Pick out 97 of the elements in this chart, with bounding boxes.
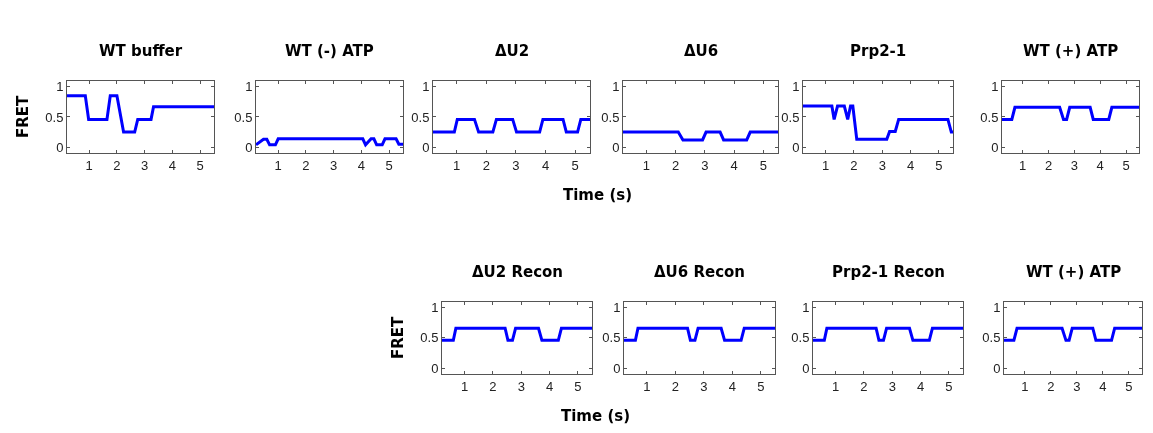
x-tick-label: 3	[1073, 378, 1081, 394]
x-tick-label: 4	[916, 378, 925, 394]
y-tick-label: 0	[993, 360, 1001, 376]
y-tick-label: 1	[613, 300, 621, 316]
x-tick-label: 2	[860, 378, 868, 394]
x-tick-label: 3	[512, 157, 520, 173]
y-tick-label: 0.5	[781, 109, 800, 125]
line-series	[256, 137, 403, 147]
x-tick-label: 2	[672, 157, 680, 173]
x-tick-label: 2	[489, 378, 497, 394]
x-tick-label: 3	[700, 378, 708, 394]
y-tick-label: 1	[991, 79, 999, 95]
x-tick-label: 4	[541, 157, 550, 173]
y-tick-label: 0	[991, 139, 999, 155]
chart-title: WT (-) ATP	[285, 42, 374, 60]
chart-title: ΔU6	[684, 42, 719, 60]
y-tick-label: 0.5	[982, 330, 1001, 346]
x-tick-label: 5	[757, 378, 765, 394]
x-tick-label: 5	[574, 378, 582, 394]
x-tick-label: 3	[701, 157, 709, 173]
x-tick-label: 1	[461, 378, 469, 394]
x-tick-label: 4	[906, 157, 915, 173]
x-tick-label: 5	[571, 157, 579, 173]
line-series	[803, 104, 953, 141]
chart-title: WT (+) ATP	[1023, 42, 1119, 60]
y-tick-label: 0.5	[791, 330, 810, 346]
y-tick-label: 1	[993, 300, 1001, 316]
x-tick-label: 5	[759, 157, 767, 173]
x-tick-label: 1	[832, 378, 840, 394]
y-tick-label: 0	[245, 139, 253, 155]
x-tick-label: 1	[1019, 157, 1027, 173]
y-tick-label: 1	[56, 79, 64, 95]
x-tick-label: 3	[517, 378, 525, 394]
y-tick-label: 0.5	[602, 330, 621, 346]
x-tick-label: 2	[113, 157, 121, 173]
x-tick-label: 2	[671, 378, 679, 394]
y-tick-label: 0	[422, 139, 430, 155]
x-tick-label: 2	[302, 157, 310, 173]
y-tick-label: 0.5	[234, 109, 253, 125]
y-tick-label: 1	[792, 79, 800, 95]
x-tick-label: 4	[545, 378, 554, 394]
y-tick-label: 0.5	[45, 109, 64, 125]
x-tick-label: 5	[945, 378, 953, 394]
x-tick-label: 1	[822, 157, 830, 173]
y-tick-label: 0	[612, 139, 620, 155]
x-tick-label: 3	[141, 157, 149, 173]
y-tick-label: 0	[792, 139, 800, 155]
x-tick-label: 1	[1021, 378, 1029, 394]
y-tick-label: 0	[613, 360, 621, 376]
y-tick-label: 0.5	[411, 109, 430, 125]
x-tick-label: 3	[1070, 157, 1078, 173]
chart-title: Prp2-1 Recon	[832, 263, 946, 281]
x-tick-label: 1	[85, 157, 93, 173]
x-tick-label: 4	[728, 378, 736, 394]
x-tick-label: 4	[730, 157, 738, 173]
y-tick-label: 0	[431, 360, 439, 376]
x-tick-label: 4	[1099, 378, 1107, 394]
y-tick-label: 1	[612, 79, 620, 95]
x-tick-label: 1	[642, 157, 651, 173]
y-tick-label: 0.5	[980, 109, 999, 125]
x-tick-label: 1	[274, 157, 282, 173]
chart-title: ΔU2	[495, 42, 530, 60]
x-tick-label: 5	[196, 157, 204, 173]
y-tick-label: 0	[56, 139, 64, 155]
y-tick-label: 0	[802, 360, 810, 376]
y-tick-label: 1	[245, 79, 253, 95]
x-tick-label: 2	[850, 157, 858, 173]
chart-title: ΔU6 Recon	[654, 263, 746, 281]
x-tick-label: 5	[1122, 157, 1130, 173]
x-tick-label: 2	[1047, 378, 1055, 394]
x-tick-label: 5	[1125, 378, 1133, 394]
y-axis-title: FRET	[389, 315, 408, 359]
x-tick-label: 3	[330, 157, 338, 173]
y-axis-title: FRET	[14, 94, 33, 138]
x-tick-label: 1	[453, 157, 461, 173]
y-tick-label: 0.5	[601, 109, 620, 125]
x-axis-title: Time (s)	[563, 186, 633, 204]
x-tick-label: 2	[482, 157, 490, 173]
chart-title: Prp2-1	[850, 42, 907, 60]
x-tick-label: 1	[643, 378, 651, 394]
x-tick-label: 4	[168, 157, 177, 173]
x-tick-label: 5	[385, 157, 393, 173]
x-axis-title: Time (s)	[561, 407, 631, 425]
x-tick-label: 2	[1044, 157, 1053, 173]
y-tick-label: 1	[431, 300, 439, 316]
x-tick-label: 5	[935, 157, 943, 173]
y-tick-label: 0.5	[420, 330, 439, 346]
line-series	[67, 94, 214, 134]
x-tick-label: 3	[878, 157, 886, 173]
x-tick-label: 3	[888, 378, 896, 394]
x-tick-label: 4	[357, 157, 366, 173]
chart-title: WT buffer	[99, 42, 183, 60]
x-tick-label: 4	[1096, 157, 1104, 173]
y-tick-label: 1	[802, 300, 810, 316]
chart-title: ΔU2 Recon	[472, 263, 564, 281]
chart-title: WT (+) ATP	[1026, 263, 1122, 281]
y-tick-label: 1	[422, 79, 430, 95]
